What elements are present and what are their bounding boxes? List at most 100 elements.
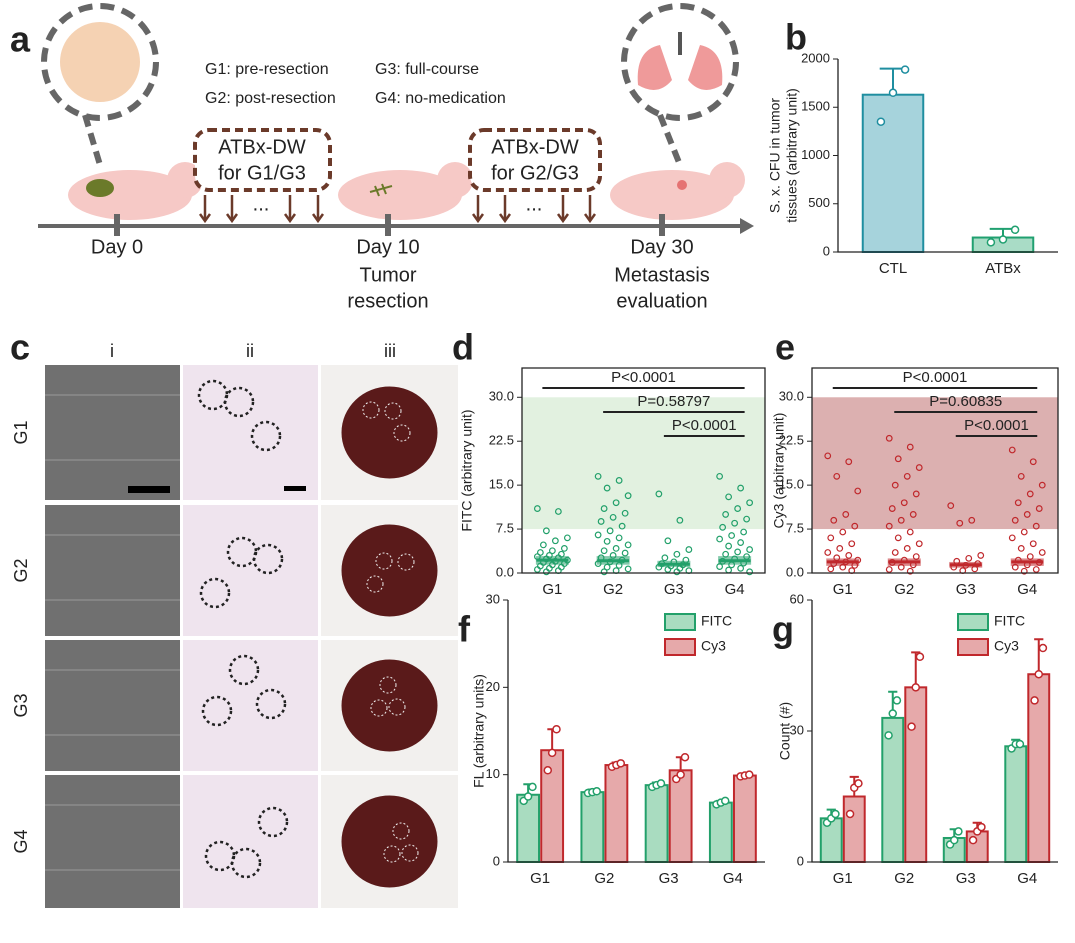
data-point (603, 484, 611, 492)
nodule (201, 695, 233, 727)
data-point (965, 554, 973, 562)
data-point (968, 835, 978, 845)
data-point (977, 822, 986, 832)
group-label: G3: full-course (375, 61, 479, 78)
data-point (551, 537, 559, 545)
data-point (542, 568, 550, 576)
data-point (618, 522, 626, 530)
data-point (884, 731, 893, 740)
micrograph (45, 640, 180, 771)
column-label: i (110, 341, 114, 361)
bar (861, 93, 925, 253)
data-point (827, 565, 835, 573)
nodule (199, 577, 231, 609)
data-point (915, 652, 925, 662)
data-point (554, 508, 562, 515)
data-point (655, 490, 663, 498)
data-point (845, 552, 853, 559)
y-axis-label: S. x. CFU in tumor (767, 98, 783, 213)
data-point (915, 464, 923, 471)
data-point (560, 545, 568, 552)
data-point (894, 534, 902, 542)
data-point (552, 725, 561, 734)
error-bar (911, 651, 921, 688)
micrograph (183, 640, 318, 771)
nodule (257, 806, 289, 838)
nodule (397, 553, 415, 571)
data-point (1008, 446, 1016, 454)
y-tick-label: 0 (797, 853, 804, 868)
nodule (393, 424, 411, 442)
data-point (954, 827, 963, 836)
day: Day 0 (91, 236, 143, 258)
row-label: G3 (11, 693, 31, 717)
nodule (401, 844, 419, 862)
data-point (1015, 739, 1025, 749)
data-point (543, 766, 553, 775)
bar (1004, 745, 1028, 863)
x-tick-label: G1 (833, 581, 853, 598)
data-point (845, 809, 855, 819)
data-point (968, 516, 976, 524)
data-point (734, 548, 742, 556)
data-point (728, 532, 736, 539)
data-point (656, 779, 666, 788)
data-point (746, 568, 754, 576)
data-point (1026, 490, 1034, 498)
data-point (903, 472, 911, 480)
y-axis-label: FITC (arbitrary unit) (459, 409, 475, 531)
lung (341, 659, 438, 752)
bar (604, 764, 629, 863)
event: Tumor (359, 264, 416, 286)
data-point (911, 683, 921, 692)
x-tick-label: G3 (956, 581, 976, 598)
y-tick-label: 500 (808, 195, 830, 210)
nodule (197, 379, 229, 411)
y-axis-label: Cy3 (arbitrary unit) (771, 413, 787, 529)
data-point (854, 487, 862, 495)
data-point (542, 527, 550, 535)
nodule (370, 699, 388, 717)
axis (811, 600, 1058, 863)
data-point (947, 502, 955, 510)
data-point (597, 518, 605, 525)
p-value: P<0.0001 (964, 417, 1029, 434)
panel-label: g (772, 609, 794, 650)
day: Day 10 (356, 236, 419, 258)
data-point (885, 566, 893, 573)
group-label: G4: no-medication (375, 90, 506, 107)
bar (842, 795, 866, 863)
bar (644, 784, 669, 863)
data-point (615, 534, 623, 542)
data-point (1032, 566, 1040, 573)
micrograph (183, 505, 318, 636)
legend-swatch (664, 638, 696, 656)
data-point (1038, 643, 1048, 653)
y-axis-label: Count (#) (777, 702, 793, 760)
data-point (977, 552, 985, 559)
data-point (854, 779, 863, 788)
data-point (1029, 540, 1037, 548)
data-point (1034, 669, 1044, 679)
x-tick-label: G1 (530, 870, 550, 887)
data-point (1023, 511, 1031, 518)
data-point (624, 565, 632, 573)
bar (668, 769, 693, 863)
row-label: G4 (11, 829, 31, 853)
data-point (533, 505, 541, 512)
panel-label: e (775, 327, 795, 368)
data-point (539, 541, 547, 549)
data-point (900, 499, 908, 507)
group-label: G1: pre-resection (205, 61, 329, 78)
nodule (255, 688, 287, 720)
x-tick-label: G4 (723, 870, 743, 887)
nodule (230, 847, 262, 879)
data-point (1029, 458, 1037, 466)
data-point (624, 492, 632, 500)
panel-label: b (785, 17, 807, 58)
data-point (839, 528, 847, 536)
data-point (891, 481, 899, 489)
nodule (223, 386, 255, 418)
y-tick-label: 20 (486, 679, 500, 694)
